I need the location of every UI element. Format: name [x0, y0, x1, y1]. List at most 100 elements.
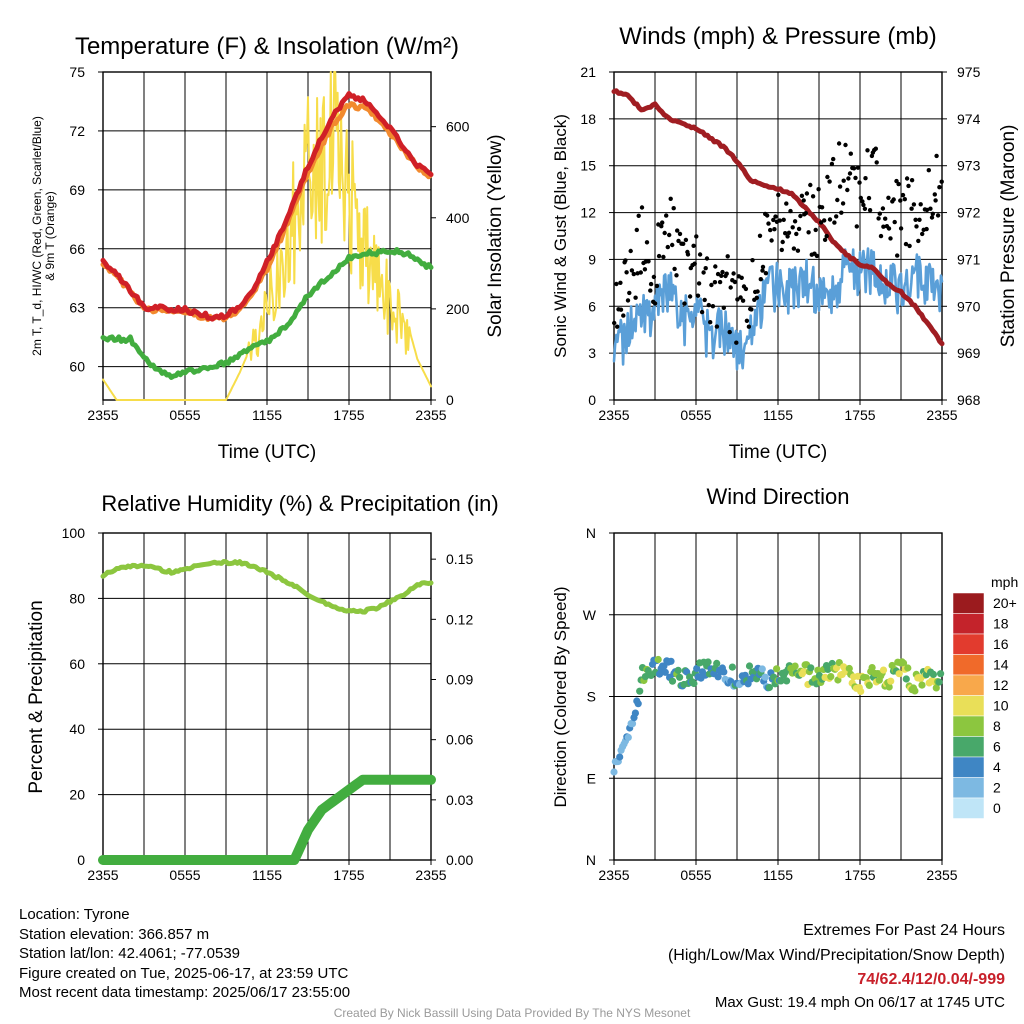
gust-point	[788, 208, 793, 214]
y-tick-label: 21	[580, 64, 596, 80]
legend-swatch	[952, 797, 985, 819]
gust-point	[627, 290, 632, 296]
y-axis-label-right: Solar Insolation (Yellow)	[485, 134, 506, 337]
y2-tick-label: 969	[957, 345, 981, 361]
y-axis-label-left: Direction (Colored By Speed)	[551, 586, 570, 807]
y-axis-label-right: Station Pressure (Maroon)	[998, 125, 1019, 348]
y2-tick-label: 0.03	[446, 792, 473, 808]
gust-point	[808, 182, 813, 188]
gust-point	[847, 171, 853, 176]
speed-legend: mph 20+ 18 16 14 12 10 8 6 4 2 0	[952, 574, 1018, 819]
gust-point	[806, 230, 811, 235]
x-tick-label: 2355	[87, 867, 118, 883]
gust-point	[665, 244, 670, 250]
direction-point	[690, 679, 698, 688]
y-tick-label: 3	[588, 345, 596, 361]
direction-point	[879, 666, 888, 674]
gust-point	[892, 219, 897, 225]
y-tick-label: 69	[69, 182, 85, 198]
gust-point	[877, 211, 882, 216]
direction-point	[761, 673, 769, 681]
gust-point	[735, 297, 740, 302]
gust-point	[652, 301, 658, 306]
gust-point	[755, 289, 760, 294]
y-tick-label: 9	[588, 251, 596, 267]
gust-point	[803, 211, 808, 216]
gust-point	[724, 271, 729, 276]
gust-point	[691, 243, 696, 248]
y-axis-label-left: Sonic Wind & Gust (Blue, Black)	[551, 114, 570, 358]
gust-point	[920, 231, 925, 237]
gust-point	[636, 213, 641, 218]
gust-point	[836, 141, 842, 146]
gust-point	[848, 151, 853, 156]
y-tick-label: 20	[69, 787, 85, 803]
gust-point	[646, 259, 651, 264]
station-elevation: Station elevation: 366.857 m	[19, 925, 210, 943]
y2-tick-label: 0.09	[446, 671, 473, 687]
gust-point	[769, 238, 774, 243]
gust-point	[677, 231, 683, 237]
gust-point	[785, 234, 790, 239]
direction-point	[845, 664, 853, 673]
y2-tick-label: 400	[446, 210, 470, 226]
gust-point	[932, 192, 937, 197]
gust-point	[846, 176, 851, 181]
gust-point	[858, 195, 863, 201]
y-tick-label: 72	[69, 123, 85, 139]
gust-point	[924, 207, 930, 213]
y-tick-label: 40	[69, 721, 85, 737]
direction-point	[676, 673, 684, 681]
legend-title: mph	[991, 574, 1018, 590]
gust-point	[763, 271, 769, 276]
gust-point	[840, 201, 846, 206]
x-tick-label: 1755	[333, 407, 364, 423]
x-tick-label: 2355	[926, 867, 957, 883]
x-tick-label: 2355	[598, 867, 629, 883]
direction-point	[937, 670, 945, 678]
gust-point	[896, 181, 901, 187]
gust-point	[687, 294, 693, 299]
gust-point	[934, 153, 939, 159]
gust-point	[670, 242, 675, 248]
gust-point	[721, 305, 726, 310]
gust-point	[772, 227, 777, 232]
legend-label: 20+	[993, 595, 1017, 611]
direction-point	[720, 668, 728, 676]
gust-point	[933, 198, 938, 203]
chart-title: Relative Humidity (%) & Precipitation (i…	[101, 491, 498, 516]
gust-point	[732, 279, 738, 285]
gust-point	[839, 210, 844, 215]
y-tick-label: 18	[580, 111, 596, 127]
gust-point	[612, 320, 617, 326]
y2-tick-label: 975	[957, 64, 981, 80]
gust-point	[760, 268, 765, 273]
gust-point	[739, 275, 744, 280]
gust-point	[851, 166, 857, 171]
gust-point	[628, 248, 633, 254]
gust-point	[886, 195, 891, 200]
direction-point	[827, 673, 835, 681]
x-tick-label: 0555	[680, 407, 711, 423]
gust-point	[834, 214, 839, 219]
gust-point	[621, 313, 626, 318]
gust-point	[881, 224, 886, 229]
gust-point	[845, 187, 850, 193]
gust-point	[914, 224, 919, 229]
gust-point	[618, 307, 624, 312]
sonic-wind-line	[612, 247, 944, 371]
y-tick-label: 66	[69, 241, 85, 257]
legend-label: 16	[993, 636, 1009, 652]
gust-point	[786, 230, 792, 235]
direction-point	[773, 665, 781, 673]
y2-tick-label: 970	[957, 298, 981, 314]
y2-tick-label: 600	[446, 119, 470, 135]
gust-point	[798, 213, 803, 219]
temp-2m-line	[100, 91, 434, 322]
gust-point	[683, 237, 689, 243]
gust-point	[771, 217, 776, 223]
gust-point	[773, 214, 778, 219]
direction-point	[654, 655, 662, 664]
y-tick-label: 15	[580, 158, 596, 174]
y-tick-label: 63	[69, 300, 85, 316]
